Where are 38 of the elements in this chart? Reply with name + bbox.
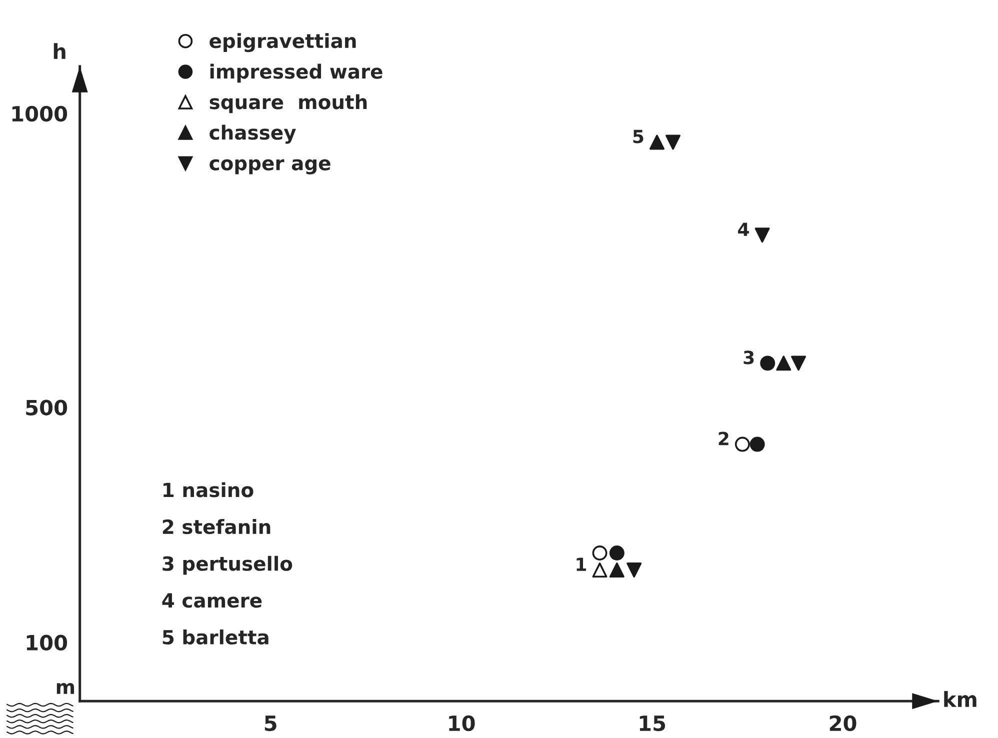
point [592,546,608,560]
annotation: 2 [718,432,728,446]
y-tick-label: 100 [26,634,68,651]
annotation: 3 pertusello [162,556,292,575]
x-tick-label: 5 [264,716,276,732]
text: m [56,682,74,694]
annotation: 1 [576,558,586,571]
annotation: 4 [738,222,749,236]
legend-label: epigravettian [210,33,356,52]
point [609,562,624,578]
point [750,436,765,452]
y-tick-label: 1000 [12,106,68,122]
x-tick-label: 15 [640,716,666,732]
point [760,356,776,371]
legend-label: copper age [210,159,330,174]
x-tick-label: 10 [449,715,475,732]
annotation: 3 [744,350,754,364]
point [734,436,750,452]
point [609,546,624,560]
x-axis-title: km [944,691,976,707]
point [592,562,608,578]
point [791,356,806,371]
legend-label: chassey [210,124,296,144]
point [666,134,680,150]
legend-label: impressed ware [210,64,382,83]
legend-label: square mouth [210,94,367,114]
point [776,356,792,371]
point [649,134,664,150]
y-axis-title: h [54,43,66,59]
annotation: 1 nasino [164,482,254,498]
annotation: 5 barletta [162,629,268,645]
annotation: 4 camere [162,593,262,608]
point [754,228,770,243]
point [626,562,642,578]
annotation: 2 stefanin [162,519,270,534]
annotation: 5 [633,130,644,144]
y-tick-label: 500 [26,400,68,416]
x-tick-label: 20 [830,715,856,732]
